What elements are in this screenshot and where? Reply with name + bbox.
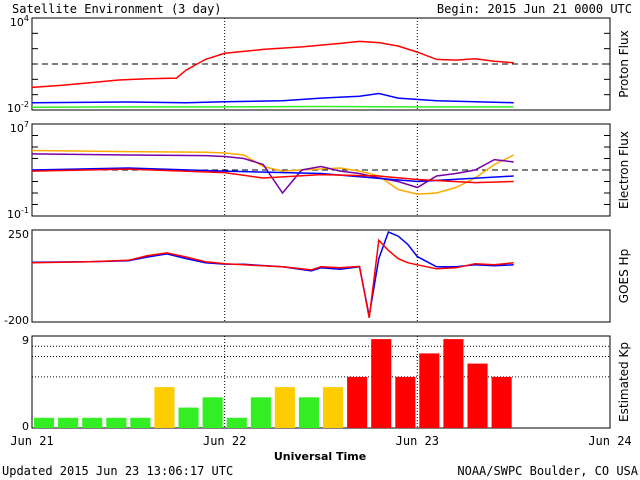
kp-bar — [202, 397, 223, 428]
electron-series-orange-line — [31, 149, 515, 195]
panel-electron: 107 10-1 Electron Flux — [7, 120, 631, 221]
x-axis-title: Universal Time — [274, 450, 366, 463]
kp-bar — [419, 353, 440, 428]
kp-bar — [154, 387, 175, 428]
electron-ytick-label: 107 — [10, 120, 29, 135]
proton-ytick-label: 10-2 — [7, 100, 29, 115]
electron-ytick-label: 10-1 — [7, 206, 29, 221]
credit: NOAA/SWPC Boulder, CO USA — [457, 464, 638, 478]
kp-bar — [443, 339, 464, 428]
kp-bar — [130, 417, 151, 428]
kp-bar — [323, 387, 344, 428]
panel-proton: 104 10-2 Proton Flux — [7, 14, 631, 115]
kp-bar — [274, 387, 295, 428]
kp-frame — [31, 335, 611, 429]
kp-bar — [58, 417, 79, 428]
kp-bar — [491, 376, 512, 428]
proton-ytick-label: 104 — [10, 14, 29, 29]
x-tick-label: Jun 23 — [396, 434, 439, 448]
electron-ylabel: Electron Flux — [617, 131, 631, 209]
kp-bar — [226, 417, 247, 428]
electron-series-purple-line — [31, 153, 514, 195]
plot-title: Satellite Environment (3 day) — [12, 2, 222, 16]
hp-ytick-label: -200 — [4, 314, 29, 327]
hp-frame — [31, 229, 611, 323]
x-tick-label: Jun 22 — [203, 434, 246, 448]
kp-bar — [250, 397, 271, 428]
panel-kp: 9 0 Estimated Kp — [22, 334, 631, 433]
begin-time: Begin: 2015 Jun 21 0000 UTC — [437, 2, 632, 16]
hp-ytick-label: 250 — [8, 228, 29, 241]
kp-bar — [347, 376, 368, 428]
kp-bar — [82, 417, 103, 428]
proton-series-red-line — [31, 40, 514, 89]
panel-hp: 250 -200 GOES Hp — [4, 228, 631, 327]
hp-series-red-line — [31, 238, 514, 319]
electron-series-red-line — [31, 168, 514, 184]
kp-bar — [395, 376, 416, 428]
kp-bar — [34, 417, 55, 428]
proton-ylabel: Proton Flux — [617, 30, 631, 97]
x-axis-labels: Jun 21 Jun 22 Jun 23 Jun 24 — [10, 434, 631, 448]
kp-bar — [106, 417, 127, 428]
hp-ylabel: GOES Hp — [617, 249, 631, 303]
proton-series-green-line — [31, 105, 514, 109]
kp-ytick-label: 9 — [22, 334, 29, 347]
x-tick-label: Jun 21 — [10, 434, 53, 448]
hp-series-blue-line — [31, 231, 514, 317]
kp-bar — [298, 397, 319, 428]
panels: 104 10-2 Proton Flux 107 10-1 Electron Flux 25… — [4, 14, 631, 433]
proton-series-blue-line — [31, 92, 514, 104]
kp-ytick-label: 0 — [22, 420, 29, 433]
x-tick-label: Jun 24 — [588, 434, 631, 448]
kp-bar — [371, 339, 392, 428]
kp-bar — [467, 363, 488, 428]
kp-bar — [178, 407, 199, 428]
kp-ylabel: Estimated Kp — [617, 342, 631, 422]
updated-time: Updated 2015 Jun 23 13:06:17 UTC — [2, 464, 233, 478]
